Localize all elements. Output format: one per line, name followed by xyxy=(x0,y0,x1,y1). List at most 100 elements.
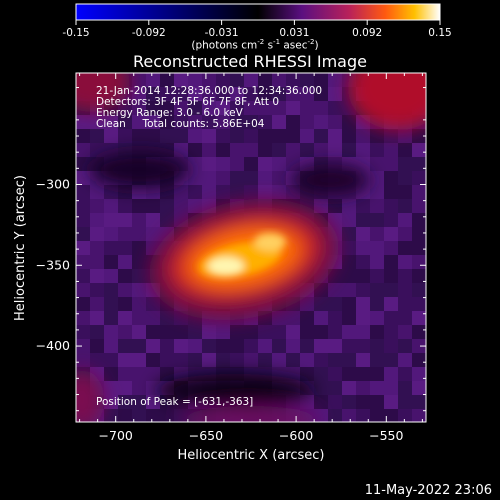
heatmap-cell xyxy=(146,227,160,241)
heatmap-cell xyxy=(370,255,384,269)
heatmap-cell xyxy=(188,73,202,87)
heatmap-cell xyxy=(146,87,160,101)
heatmap-cell xyxy=(104,353,118,367)
heatmap-cell xyxy=(230,87,244,101)
heatmap-cell xyxy=(90,339,104,353)
heatmap-cell xyxy=(118,339,132,353)
heatmap-cell xyxy=(174,87,188,101)
heatmap-cell xyxy=(174,73,188,87)
heatmap-cell xyxy=(118,353,132,367)
heatmap-cell xyxy=(132,353,146,367)
heatmap-cell xyxy=(90,311,104,325)
plot-frame xyxy=(75,72,427,423)
heatmap-cell xyxy=(398,143,412,157)
heatmap-cell xyxy=(398,171,412,185)
heatmap-cell xyxy=(412,367,426,381)
heatmap-cell xyxy=(76,241,90,255)
heatmap-cell xyxy=(160,199,174,213)
heatmap-cell xyxy=(90,283,104,297)
heatmap-cell xyxy=(412,129,426,143)
heatmap-cell xyxy=(104,325,118,339)
heatmap-cell xyxy=(412,157,426,171)
heatmap-cell xyxy=(356,311,370,325)
heatmap-cell xyxy=(384,409,398,422)
heatmap-cell xyxy=(300,73,314,87)
heatmap-cell xyxy=(202,143,216,157)
heatmap-cell xyxy=(314,143,328,157)
heatmap-cell xyxy=(174,143,188,157)
heatmap-cell xyxy=(216,353,230,367)
heatmap-cell xyxy=(90,213,104,227)
heatmap-cell xyxy=(174,199,188,213)
heatmap-cell xyxy=(328,311,342,325)
heatmap-cell xyxy=(286,143,300,157)
heatmap-cell xyxy=(244,171,258,185)
heatmap-cell xyxy=(272,87,286,101)
heatmap-cell xyxy=(286,101,300,115)
heatmap-cell xyxy=(286,367,300,381)
heatmap-cell xyxy=(146,185,160,199)
heatmap-cell xyxy=(230,353,244,367)
heatmap-cell xyxy=(104,143,118,157)
heatmap-cell xyxy=(370,367,384,381)
heatmap-cell xyxy=(356,353,370,367)
heatmap-cell xyxy=(370,143,384,157)
heatmap-cell xyxy=(384,199,398,213)
heatmap-cell xyxy=(356,157,370,171)
heatmap-cell xyxy=(174,101,188,115)
heatmap-cell xyxy=(370,185,384,199)
heatmap-cell xyxy=(314,311,328,325)
heatmap-cell xyxy=(132,297,146,311)
time-range-annotation: 21-Jan-2014 12:28:36.000 to 12:34:36.000 xyxy=(96,85,323,97)
heatmap-cell xyxy=(370,409,384,422)
heatmap-cell xyxy=(384,255,398,269)
heatmap-cell xyxy=(146,101,160,115)
heatmap-cell xyxy=(314,115,328,129)
heatmap-cell xyxy=(90,353,104,367)
heatmap-cell xyxy=(300,143,314,157)
heatmap-cell xyxy=(356,227,370,241)
heatmap-cell xyxy=(356,143,370,157)
footer-date: 11-May-2022 23:06 xyxy=(364,483,492,498)
heatmap-cell xyxy=(216,115,230,129)
heatmap-cell xyxy=(174,367,188,381)
heatmap-cell xyxy=(412,269,426,283)
heatmap-cell xyxy=(328,269,342,283)
heatmap-cell xyxy=(300,325,314,339)
heatmap-cell xyxy=(272,325,286,339)
heatmap-cell xyxy=(356,325,370,339)
heatmap-cell xyxy=(174,129,188,143)
heatmap-cell xyxy=(76,227,90,241)
heatmap-cell xyxy=(328,381,342,395)
energy-annotation: Energy Range: 3.0 - 6.0 keV xyxy=(96,107,243,119)
heatmap-cell xyxy=(132,367,146,381)
heatmap-cell xyxy=(342,129,356,143)
heatmap-cell xyxy=(384,283,398,297)
heatmap-cell xyxy=(160,409,174,422)
heatmap-cell xyxy=(118,241,132,255)
colorbar-tick-label: 0.031 xyxy=(279,27,309,39)
heatmap-cell xyxy=(90,255,104,269)
heatmap-cell xyxy=(300,367,314,381)
heatmap-cell xyxy=(146,311,160,325)
heatmap-cell xyxy=(244,157,258,171)
heatmap-cell xyxy=(286,325,300,339)
heatmap-cell xyxy=(216,73,230,87)
heatmap-cell xyxy=(230,129,244,143)
heatmap-cell xyxy=(104,367,118,381)
colorbar-tick-label: 0.15 xyxy=(428,27,451,39)
heatmap-cell xyxy=(398,311,412,325)
heatmap-cell xyxy=(370,297,384,311)
heatmap-cell xyxy=(300,395,314,409)
heatmap-cell xyxy=(384,171,398,185)
heatmap-cell xyxy=(118,129,132,143)
heatmap-cell xyxy=(398,367,412,381)
heatmap-cell xyxy=(412,143,426,157)
heatmap-cell xyxy=(118,227,132,241)
heatmap-cell xyxy=(76,353,90,367)
heatmap-cell xyxy=(370,283,384,297)
heatmap-cell xyxy=(230,143,244,157)
heatmap-cell xyxy=(188,101,202,115)
heatmap-cell xyxy=(132,283,146,297)
heatmap-cell xyxy=(202,115,216,129)
